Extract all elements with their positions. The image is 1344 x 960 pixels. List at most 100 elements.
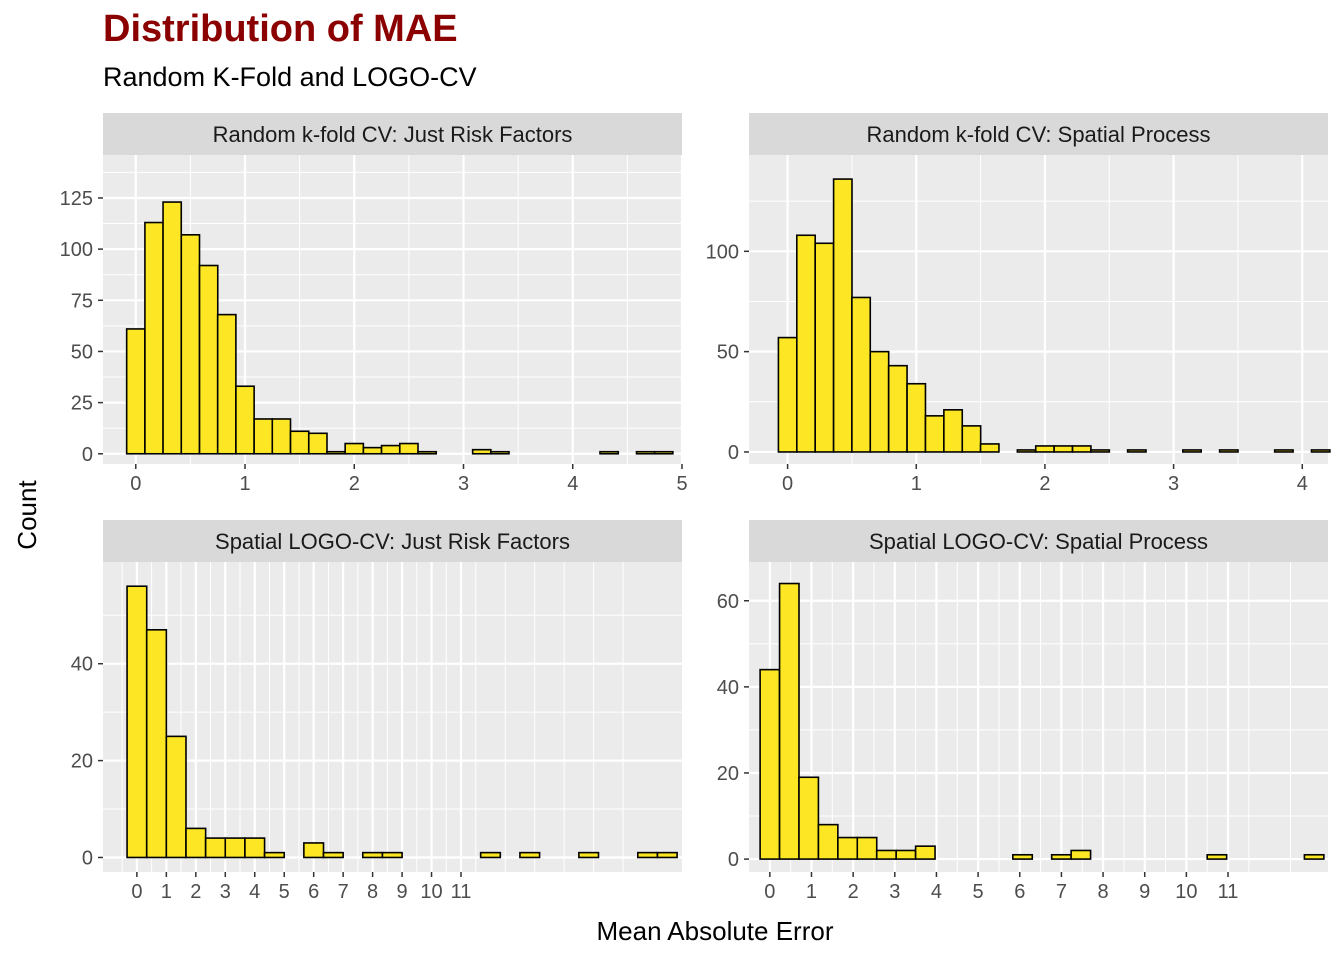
histogram-bar (856, 836, 878, 860)
histogram-bar (180, 234, 201, 455)
histogram-bar (380, 444, 401, 455)
histogram-bar (1016, 449, 1037, 453)
histogram-bar (125, 328, 146, 455)
histogram-bar (1303, 853, 1325, 860)
histogram-bar (817, 823, 839, 860)
x-tick-label: 1 (239, 473, 250, 495)
x-tick-label: 4 (249, 881, 260, 903)
x-tick-label: 11 (1218, 881, 1239, 903)
histogram-bar (1034, 445, 1055, 453)
histogram-bar (162, 201, 183, 455)
facet-panel: Random k-fold CV: Spatial Process 0 1 2 3 4 0 5… (706, 113, 1331, 495)
histogram-bar (1090, 449, 1111, 453)
x-tick-label: 1 (806, 881, 817, 903)
histogram-bar (599, 450, 620, 455)
y-tick-label: 20 (717, 763, 739, 785)
histogram-bar (636, 851, 659, 859)
y-tick-label: 20 (71, 751, 93, 773)
x-tick-label: 2 (349, 473, 360, 495)
x-tick-label: 3 (1168, 473, 1179, 495)
x-tick-label: 6 (308, 881, 319, 903)
x-tick-label: 4 (931, 881, 942, 903)
histogram-bar (924, 415, 945, 453)
x-tick-label: 10 (1175, 881, 1197, 903)
histogram-bar (417, 450, 438, 455)
y-tick-label: 40 (717, 677, 739, 699)
histogram-bar (1071, 445, 1092, 453)
histogram-bar (814, 242, 835, 453)
x-tick-label: 10 (420, 881, 442, 903)
histogram-bar (1310, 449, 1331, 453)
histogram-bar (216, 313, 237, 455)
x-tick-label: 0 (130, 473, 141, 495)
histogram-bar (398, 442, 419, 455)
histogram-bar (578, 851, 600, 859)
x-tick-label: 0 (782, 473, 793, 495)
histogram-bar (796, 234, 816, 453)
x-tick-label: 5 (676, 473, 687, 495)
facet-strip-label: Spatial LOGO-CV: Spatial Process (869, 529, 1208, 554)
y-tick-label: 0 (82, 444, 93, 466)
histogram-bar (489, 450, 510, 455)
histogram-bar (289, 430, 310, 455)
histogram-bar (307, 432, 328, 455)
histogram-bar (943, 409, 964, 453)
facet-strip (103, 113, 682, 155)
histogram-bar (198, 264, 219, 455)
x-tick-label: 0 (764, 881, 775, 903)
y-tick-label: 100 (706, 241, 739, 263)
y-tick-label: 50 (71, 341, 93, 363)
x-tick-label: 1 (911, 473, 922, 495)
histogram-bar (361, 851, 384, 859)
y-tick-label: 125 (60, 188, 93, 210)
histogram-bar (479, 851, 502, 859)
x-tick-label: 3 (889, 881, 900, 903)
histogram-bar (1050, 853, 1072, 860)
histogram-bar (263, 851, 286, 859)
histogram-bar (656, 851, 678, 859)
histogram-bar (381, 851, 403, 859)
chart-title: Distribution of MAE (103, 8, 458, 50)
y-tick-label: 0 (728, 849, 739, 871)
y-tick-label: 75 (71, 290, 93, 312)
x-tick-label: 4 (567, 473, 578, 495)
facet-strip (749, 520, 1328, 562)
histogram-bar (635, 450, 656, 455)
histogram-bar (144, 221, 164, 455)
histogram-bar (778, 582, 800, 860)
facet-strip-label: Random k-fold CV: Just Risk Factors (213, 122, 573, 147)
facet-panel: Random k-fold CV: Just Risk Factors 0 1 2 3 4… (60, 113, 688, 495)
histogram-bar (224, 837, 246, 859)
y-tick-label: 100 (60, 239, 93, 261)
histogram-bar (253, 418, 274, 455)
histogram-bar (875, 849, 897, 860)
histogram-bar (914, 845, 936, 860)
histogram-bar (895, 849, 917, 860)
panel-background (103, 562, 682, 872)
chart-subtitle: Random K-Fold and LOGO-CV (103, 62, 477, 92)
x-tick-label: 6 (1014, 881, 1025, 903)
facet-panel: Spatial LOGO-CV: Spatial Process 0 1 2 3 4 5 6 7… (717, 520, 1328, 903)
histogram-bar (362, 446, 383, 455)
x-tick-label: 5 (973, 881, 984, 903)
histogram-bar (869, 350, 890, 453)
x-axis-title: Mean Absolute Error (596, 916, 833, 946)
x-tick-label: 2 (190, 881, 201, 903)
histogram-bar (906, 382, 927, 453)
histogram-bar (1053, 445, 1074, 453)
histogram-bar (185, 827, 207, 859)
histogram-bar (344, 442, 365, 455)
histogram-bar (887, 364, 908, 453)
histogram-bar (303, 842, 325, 859)
histogram-bar (1012, 853, 1034, 860)
histogram-bar (126, 585, 148, 859)
x-tick-label: 4 (1297, 473, 1308, 495)
histogram-bar (235, 385, 255, 455)
histogram-bar (1070, 849, 1092, 860)
x-tick-label: 7 (338, 881, 349, 903)
histogram-bar (204, 837, 227, 859)
panel-background (749, 562, 1328, 872)
x-tick-label: 2 (1039, 473, 1050, 495)
histogram-bar (837, 836, 859, 860)
